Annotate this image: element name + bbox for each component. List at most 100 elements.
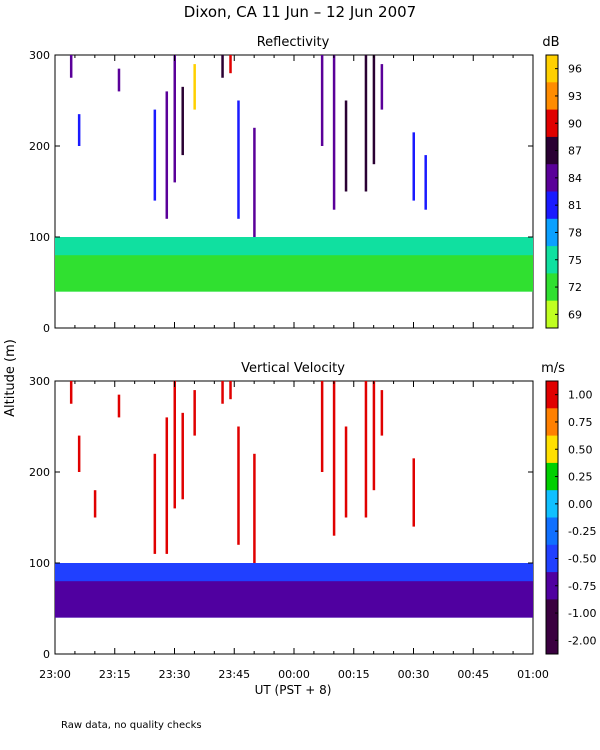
refl-streak-0: [69, 55, 73, 78]
refl-colorbar-label: 87: [568, 145, 582, 158]
refl-colorbar-frame: [545, 54, 559, 329]
vel-colorbar-swatch: [546, 599, 558, 628]
refl-streak-19: [424, 155, 427, 210]
vel-colorbar-swatch: [546, 381, 558, 409]
vel-colorbar-label: 0.00: [568, 498, 593, 511]
x-tick-labels: 23:00 23:15 23:30 23:45 00:00 00:15 00:30 00:45…: [39, 668, 549, 681]
refl-colorbar-swatch: [546, 55, 558, 83]
x-axis-label: UT (PST + 8): [255, 683, 332, 697]
vel-streak-17: [372, 381, 376, 491]
vel-streak-18: [380, 390, 384, 436]
vel-colorbar-swatch: [546, 544, 558, 573]
vel-streak-16: [364, 381, 368, 518]
refl-colorbar-label: 75: [568, 254, 582, 267]
refl-layer-1: [55, 255, 533, 292]
vel-layer-1: [55, 581, 533, 618]
vel-colorbar-swatch: [546, 490, 558, 518]
reflectivity-colorbar-unit: dB: [542, 35, 559, 50]
vel-streak-11: [237, 426, 240, 545]
refl-streak-17: [380, 64, 384, 110]
refl-y-tick-label: 0: [43, 322, 50, 335]
refl-streak-10: [237, 100, 240, 219]
refl-colorbar-label: 69: [568, 308, 582, 321]
refl-streak-5: [173, 55, 176, 183]
vel-streak-10: [229, 381, 232, 400]
velocity-colorbar: 1.00 0.75 0.50 0.25 0.00 -0.25 -0.50 -0.75 -1.00…: [545, 380, 596, 655]
vel-streak-14: [332, 381, 336, 536]
refl-colorbar-swatch: [546, 109, 558, 138]
vel-colorbar-swatch: [546, 517, 558, 546]
refl-colorbar-label: 72: [568, 281, 582, 294]
vel-streak-7: [181, 412, 184, 500]
refl-streak-13: [332, 55, 336, 210]
refl-streak-14: [344, 100, 348, 192]
vel-streak-12: [253, 453, 256, 563]
refl-colorbar-swatch: [546, 82, 558, 111]
reflectivity-x-axis: [54, 55, 534, 328]
x-tick-label: 23:15: [99, 668, 131, 681]
refl-colorbar-swatch: [546, 246, 558, 274]
x-tick-label: 01:00: [517, 668, 549, 681]
vel-streak-9: [221, 381, 224, 404]
vel-streak-8: [193, 390, 196, 436]
refl-colorbar-label: 84: [568, 172, 582, 185]
refl-streak-11: [253, 127, 256, 237]
refl-streak-6: [181, 86, 184, 156]
refl-streak-1: [77, 114, 81, 146]
footnote: Raw data, no quality checks: [61, 720, 202, 731]
refl-colorbar-swatch: [546, 191, 558, 220]
x-tick-label: 00:30: [398, 668, 430, 681]
x-tick-label: 00:45: [457, 668, 489, 681]
refl-colorbar-swatch: [546, 300, 558, 329]
vel-colorbar-label: 0.75: [568, 416, 593, 429]
velocity-panel: Vertical Velocity 0 100 200 300 m/s 1.00 0.7…: [29, 361, 596, 661]
velocity-y-axis: 0 100 200 300: [29, 375, 533, 661]
refl-streak-12: [320, 55, 324, 146]
reflectivity-data: [55, 55, 533, 292]
refl-colorbar-label: 96: [568, 63, 582, 76]
refl-colorbar-label: 81: [568, 199, 582, 212]
refl-streak-3: [153, 109, 157, 201]
x-tick-label: 23:00: [39, 668, 71, 681]
vel-streak-2: [93, 490, 97, 518]
vel-colorbar-label: -0.50: [568, 552, 596, 565]
x-tick-label: 00:00: [278, 668, 310, 681]
x-tick-label: 23:45: [218, 668, 250, 681]
vel-streak-1: [77, 435, 81, 472]
velocity-title: Vertical Velocity: [241, 361, 345, 376]
vel-y-tick-label: 100: [29, 557, 50, 570]
vel-y-tick-label: 200: [29, 466, 50, 479]
vel-streak-5: [165, 417, 169, 554]
refl-streak-15: [364, 55, 368, 192]
vel-colorbar-label: -2.00: [568, 634, 596, 647]
vel-streak-4: [153, 453, 157, 554]
reflectivity-panel: Reflectivity 0 100 200 300 dB 96 93 90 87 84 81 7…: [29, 35, 582, 335]
vel-colorbar-label: -0.75: [568, 580, 596, 593]
refl-streak-18: [412, 132, 415, 201]
refl-colorbar-swatch: [546, 136, 558, 165]
vel-colorbar-swatch: [546, 626, 558, 655]
vel-colorbar-frame: [545, 380, 559, 655]
vel-colorbar-label: 0.25: [568, 471, 593, 484]
vel-streak-13: [320, 381, 324, 472]
refl-y-tick-label: 200: [29, 140, 50, 153]
refl-colorbar-swatch: [546, 218, 558, 247]
refl-streak-4: [165, 91, 169, 219]
refl-streak-16: [372, 55, 376, 165]
vel-streak-15: [344, 426, 348, 518]
x-tick-label: 00:15: [338, 668, 370, 681]
vel-streak-19: [412, 458, 415, 527]
refl-colorbar-label: 90: [568, 117, 582, 130]
vel-colorbar-swatch: [546, 435, 558, 464]
refl-y-tick-label: 100: [29, 231, 50, 244]
refl-colorbar-label: 78: [568, 226, 582, 239]
refl-streak-7: [193, 64, 196, 110]
refl-streak-9: [229, 55, 232, 74]
refl-colorbar-swatch: [546, 273, 558, 302]
refl-y-tick-label: 300: [29, 49, 50, 62]
velocity-colorbar-unit: m/s: [541, 361, 565, 376]
y-axis-label: Altitude (m): [3, 339, 18, 417]
reflectivity-colorbar: 96 93 90 87 84 81 78 75 72 69: [545, 54, 582, 329]
vel-colorbar-label: 1.00: [568, 389, 593, 402]
